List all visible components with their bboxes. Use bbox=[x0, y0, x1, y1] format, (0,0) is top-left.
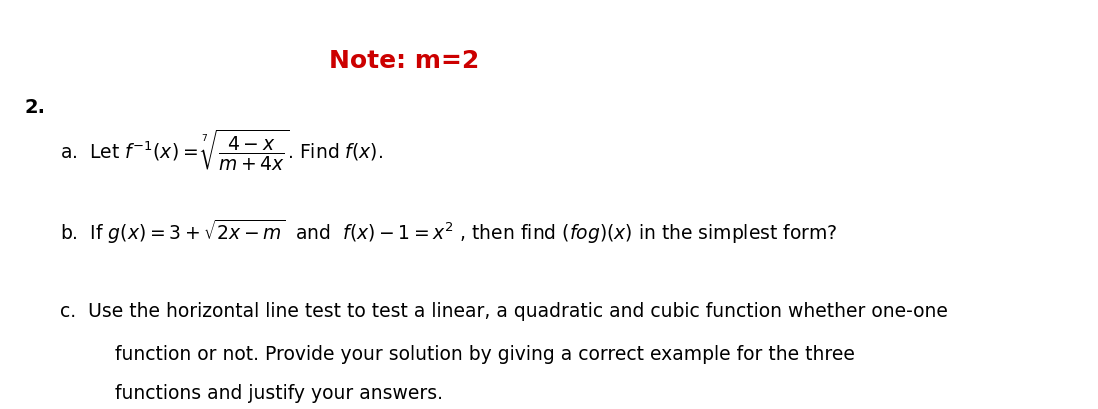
Text: 2.: 2. bbox=[24, 98, 45, 117]
Text: c.  Use the horizontal line test to test a linear, a quadratic and cubic functio: c. Use the horizontal line test to test … bbox=[60, 301, 949, 320]
Text: function or not. Provide your solution by giving a correct example for the three: function or not. Provide your solution b… bbox=[115, 344, 855, 363]
Text: functions and justify your answers.: functions and justify your answers. bbox=[115, 383, 444, 402]
Text: b.  If $g(x) = 3 + \sqrt{2x - m}$  and  $f(x) - 1 = x^2$ , then find $(fog)(x)$ : b. If $g(x) = 3 + \sqrt{2x - m}$ and $f(… bbox=[60, 217, 838, 245]
Text: a.  Let $f^{-1}(x) = \sqrt[7]{\dfrac{4-x}{m+4x}}$. Find $f(x)$.: a. Let $f^{-1}(x) = \sqrt[7]{\dfrac{4-x}… bbox=[60, 127, 383, 172]
Text: Note: m=2: Note: m=2 bbox=[329, 49, 480, 73]
